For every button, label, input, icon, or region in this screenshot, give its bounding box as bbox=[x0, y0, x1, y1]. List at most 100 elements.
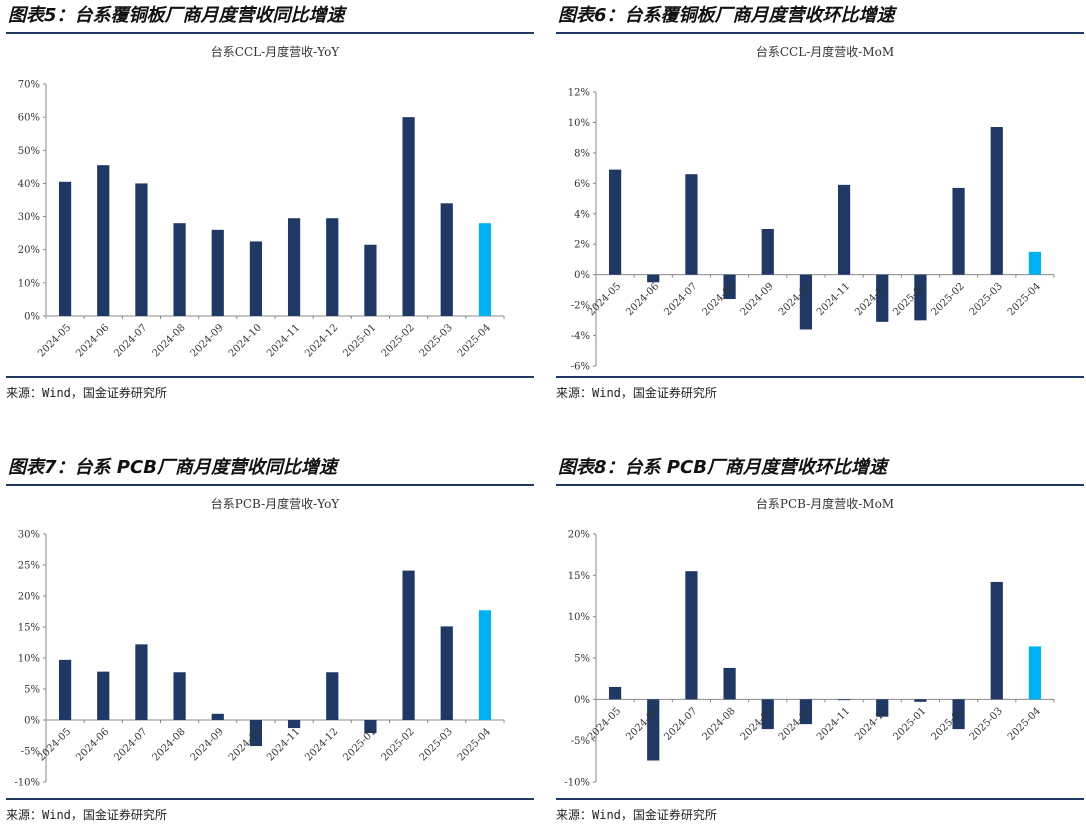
y-tick-label: -5% bbox=[21, 747, 40, 758]
y-tick-label: -10% bbox=[564, 778, 590, 789]
bar-2024-10 bbox=[249, 241, 263, 316]
x-tick-label: 2024-09 bbox=[189, 726, 226, 763]
bar-2024-11 bbox=[287, 218, 301, 316]
x-tick-label: 2025-03 bbox=[968, 706, 1005, 743]
bar-2024-07 bbox=[685, 174, 698, 275]
x-tick-label: 2024-10 bbox=[227, 322, 264, 359]
bar-2024-10 bbox=[799, 699, 813, 725]
bar-2024-06 bbox=[647, 274, 660, 283]
bar-2024-09 bbox=[761, 229, 774, 275]
bar-2025-04 bbox=[478, 223, 492, 316]
x-tick-label: 2024-07 bbox=[112, 322, 149, 359]
y-tick-label: 20% bbox=[18, 245, 40, 256]
chart-title: 台系CCL-月度营收-MoM bbox=[756, 44, 894, 59]
x-tick-label: 2024-11 bbox=[815, 281, 852, 318]
figure-title: 图表8：台系 PCB厂商月度营收环比增速 bbox=[556, 452, 1084, 486]
y-tick-label: 10% bbox=[568, 612, 590, 623]
bar-2025-01 bbox=[914, 699, 927, 702]
y-tick-label: 5% bbox=[24, 685, 40, 696]
bar-2025-01 bbox=[364, 720, 377, 734]
y-tick-label: 25% bbox=[18, 561, 40, 572]
bar-2025-03 bbox=[440, 626, 453, 720]
x-tick-label: 2024-07 bbox=[662, 706, 699, 743]
bar-2024-06 bbox=[97, 671, 110, 720]
chart-ccl-mom: 台系CCL-月度营收-MoM -6% -4% -2% 0% 2% 4% 6% 8% 10% 12% 2… bbox=[568, 44, 1055, 373]
y-tick-label: -2% bbox=[571, 301, 590, 312]
chart-ccl-yoy: 台系CCL-月度营收-YoY 0% 10% 20% 30% 40% 50% 60% 70% 202… bbox=[18, 44, 505, 360]
bar-2025-01 bbox=[364, 244, 377, 316]
y-tick-label: 30% bbox=[18, 530, 40, 541]
bar-2024-08 bbox=[723, 274, 736, 300]
x-tick-label: 2024-08 bbox=[151, 322, 188, 359]
x-tick-label: 2024-09 bbox=[739, 281, 776, 318]
y-tick-label: 12% bbox=[568, 88, 590, 99]
y-tick-label: 6% bbox=[574, 179, 590, 190]
y-tick-label: 15% bbox=[568, 571, 590, 582]
y-tick-label: -5% bbox=[571, 736, 590, 747]
figure-title: 图表5：台系覆铜板厂商月度营收同比增速 bbox=[6, 0, 534, 34]
chart-title: 台系PCB-月度营收-YoY bbox=[211, 496, 341, 511]
bar-2024-10 bbox=[799, 274, 813, 330]
chart-title: 台系CCL-月度营收-YoY bbox=[211, 44, 341, 59]
x-tick-label: 2025-04 bbox=[1006, 706, 1043, 743]
x-tick-label: 2025-03 bbox=[418, 726, 455, 763]
x-tick-label: 2025-01 bbox=[891, 706, 928, 743]
y-tick-label: 30% bbox=[18, 212, 40, 223]
bar-2024-06 bbox=[97, 165, 110, 316]
y-tick-label: 70% bbox=[18, 80, 40, 91]
x-tick-label: 2024-08 bbox=[701, 281, 738, 318]
source-note: 来源：Wind，国金证券研究所 bbox=[6, 798, 534, 823]
bar-2025-03 bbox=[990, 581, 1003, 700]
bar-2024-12 bbox=[876, 699, 889, 717]
y-tick-label: 8% bbox=[574, 148, 590, 159]
x-tick-label: 2025-04 bbox=[456, 322, 493, 359]
y-tick-label: 10% bbox=[568, 118, 590, 129]
x-tick-label: 2025-04 bbox=[1006, 281, 1043, 318]
x-tick-label: 2024-11 bbox=[815, 706, 852, 743]
y-tick-label: 40% bbox=[18, 179, 40, 190]
x-tick-label: 2025-01 bbox=[341, 726, 378, 763]
bar-2024-08 bbox=[173, 672, 186, 720]
bar-2024-05 bbox=[608, 686, 622, 700]
bar-2024-08 bbox=[173, 223, 186, 316]
x-tick-label: 2025-01 bbox=[341, 322, 378, 359]
y-tick-label: 0% bbox=[24, 716, 40, 727]
figure-title: 图表6：台系覆铜板厂商月度营收环比增速 bbox=[556, 0, 1084, 34]
y-tick-label: 10% bbox=[18, 278, 40, 289]
source-note: 来源：Wind，国金证券研究所 bbox=[6, 376, 534, 401]
figure-panel-6: 图表6：台系覆铜板厂商月度营收环比增速 台系CCL-月度营收-MoM -6% -4%… bbox=[556, 0, 1084, 401]
bar-2024-08 bbox=[723, 667, 736, 700]
bar-2025-03 bbox=[990, 127, 1003, 275]
x-tick-label: 2024-05 bbox=[36, 322, 73, 359]
y-tick-label: 4% bbox=[574, 209, 590, 220]
x-tick-label: 2025-02 bbox=[380, 322, 417, 359]
x-tick-label: 2024-11 bbox=[265, 322, 302, 359]
figure-panel-7: 图表7：台系 PCB厂商月度营收同比增速 台系PCB-月度营收-YoY -10% -… bbox=[6, 452, 534, 823]
x-tick-label: 2024-08 bbox=[151, 726, 188, 763]
y-tick-label: 50% bbox=[18, 146, 40, 157]
x-tick-label: 2024-12 bbox=[303, 726, 340, 763]
y-tick-label: 2% bbox=[574, 240, 590, 251]
x-tick-label: 2024-11 bbox=[265, 726, 302, 763]
bar-2024-12 bbox=[326, 218, 339, 316]
bar-2024-07 bbox=[685, 571, 698, 700]
y-tick-label: 10% bbox=[18, 654, 40, 665]
y-tick-label: 5% bbox=[574, 654, 590, 665]
bar-2024-11 bbox=[837, 699, 851, 701]
x-tick-label: 2025-03 bbox=[968, 281, 1005, 318]
source-note: 来源：Wind，国金证券研究所 bbox=[556, 798, 1084, 823]
bar-2025-02 bbox=[952, 699, 965, 730]
bar-2024-11 bbox=[837, 184, 851, 275]
x-tick-label: 2024-05 bbox=[586, 706, 623, 743]
bar-2024-09 bbox=[211, 229, 224, 316]
y-tick-label: 0% bbox=[574, 270, 590, 281]
bar-2025-01 bbox=[914, 274, 927, 321]
y-tick-label: 0% bbox=[574, 695, 590, 706]
source-note: 来源：Wind，国金证券研究所 bbox=[556, 376, 1084, 401]
bar-2024-09 bbox=[211, 713, 224, 720]
bar-2025-02 bbox=[402, 570, 415, 720]
y-tick-label: -6% bbox=[571, 362, 590, 373]
bar-2024-11 bbox=[287, 720, 301, 729]
x-tick-label: 2024-07 bbox=[662, 281, 699, 318]
x-tick-label: 2025-02 bbox=[380, 726, 417, 763]
